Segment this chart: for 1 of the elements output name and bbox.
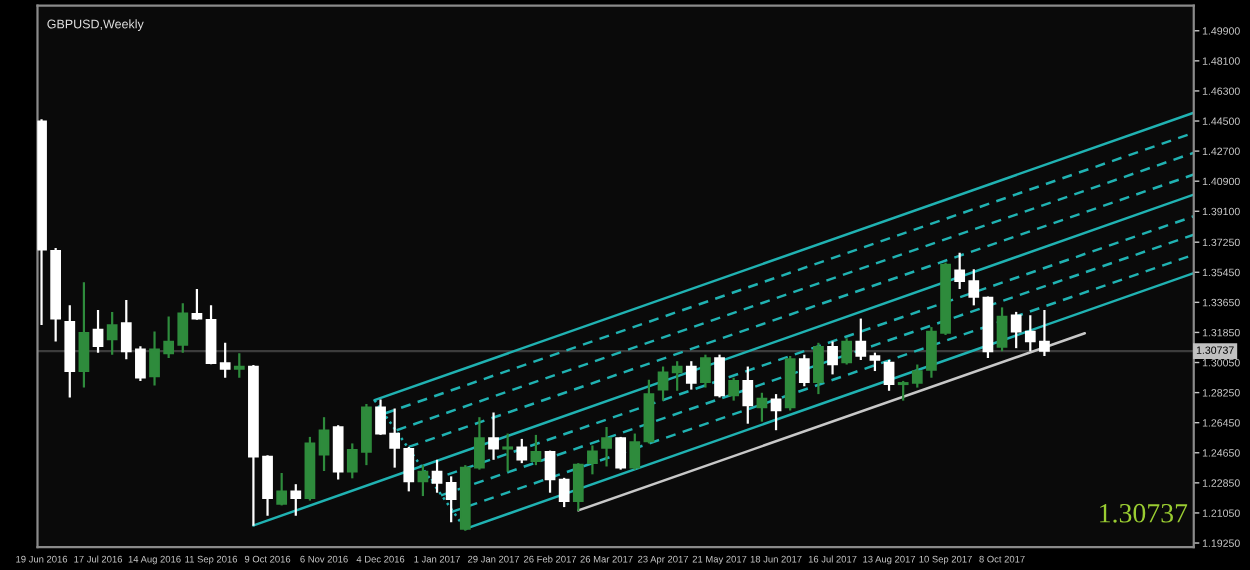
- annotation: 1.30737: [1100, 503, 1188, 523]
